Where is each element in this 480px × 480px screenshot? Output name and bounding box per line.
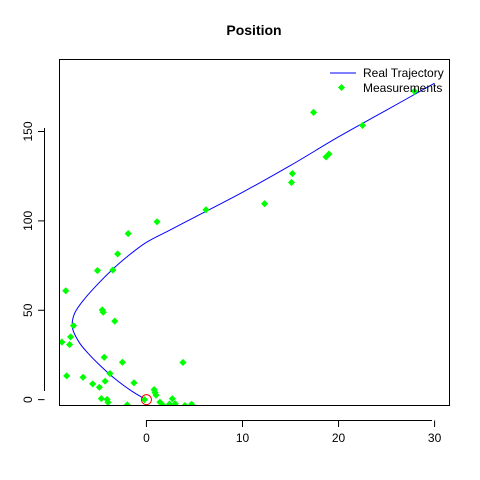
measurement-point (97, 394, 105, 403)
measurement-point (111, 317, 119, 325)
start-marker (140, 394, 152, 405)
measurement-point (104, 398, 112, 405)
measurement-point (188, 400, 196, 405)
y-tick-label: 50 (21, 303, 35, 317)
measurement-point (60, 338, 66, 346)
measurement-point (124, 230, 132, 238)
measurement-point (145, 409, 151, 415)
x-tick-label: 0 (143, 431, 150, 445)
measurement-point (325, 150, 333, 158)
y-tick-label: 150 (21, 121, 35, 141)
plot-area (59, 59, 450, 406)
measurement-point (153, 218, 161, 226)
measurement-point (287, 178, 296, 187)
measurement-point (288, 169, 297, 178)
legend-point-swatch (337, 83, 346, 92)
x-tick-label: 30 (428, 431, 442, 445)
measurement-point (101, 377, 109, 385)
measurement-point (152, 391, 160, 399)
measurement-point (106, 369, 114, 378)
real-trajectory-line (71, 82, 435, 401)
y-tick-label: 0 (21, 396, 35, 403)
x-axis: 0 10 20 30 (143, 420, 442, 445)
measurement-point (168, 395, 176, 403)
measurement-point (130, 379, 138, 387)
measurement-point (358, 121, 367, 129)
y-tick-label: 100 (21, 211, 35, 231)
measurement-point (62, 287, 70, 295)
measurement-point (69, 322, 78, 330)
measurement-point (410, 87, 418, 95)
measurement-point (66, 341, 74, 349)
measurement-point (66, 333, 75, 341)
legend: Real Trajectory Measurements (330, 66, 444, 95)
measurement-point (99, 308, 107, 316)
y-axis: 0 50 100 150 (21, 121, 45, 403)
measurement-point (165, 400, 174, 405)
legend-label-trajectory: Real Trajectory (363, 66, 444, 80)
measurement-point (79, 373, 87, 381)
measurement-point (123, 401, 131, 405)
measurement-point (118, 358, 126, 366)
measurement-point (159, 401, 167, 405)
x-tick-label: 20 (332, 431, 346, 445)
measurement-point (93, 267, 102, 275)
series-layer (60, 82, 435, 415)
legend-label-measurements: Measurements (363, 81, 442, 95)
measurement-point (89, 380, 97, 388)
x-tick-label: 10 (236, 431, 250, 445)
measurement-point (181, 401, 188, 405)
measurement-point (202, 206, 210, 214)
measurement-point (114, 250, 122, 258)
measurement-point (140, 396, 149, 404)
measurement-point (109, 266, 117, 274)
measurement-point (261, 200, 269, 208)
measurement-point (63, 372, 71, 380)
measurement-point (100, 353, 108, 361)
measurement-point (179, 358, 187, 367)
measurement-point (95, 383, 103, 391)
chart-title: Position (226, 22, 281, 38)
measurement-point (171, 400, 179, 405)
measurement-point (310, 108, 318, 116)
